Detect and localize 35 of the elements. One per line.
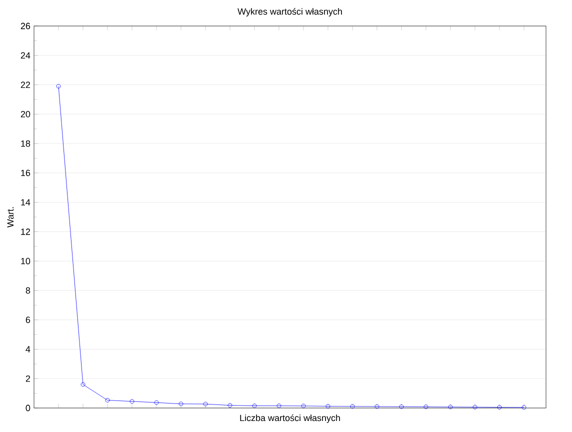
y-tick-label: 12 [21,228,30,235]
point [154,400,159,405]
chart-title: Wykres wartości własnych [238,8,342,16]
x-axis-title: Liczba wartości własnych [240,414,340,423]
point [80,382,86,387]
y-tick-label: 4 [26,346,30,352]
point [350,404,355,409]
point [399,404,404,409]
point [301,404,306,408]
point [326,404,330,408]
point [448,404,453,410]
point [424,404,428,410]
point [130,399,134,404]
point [178,402,184,406]
y-tick-label: 10 [21,258,30,264]
point [497,405,502,410]
y-tick-label: 18 [21,140,30,147]
y-tick-label: 26 [20,22,30,30]
y-tick-label: 6 [26,316,30,324]
y-tick-label: 20 [20,110,30,118]
point [105,398,110,402]
y-tick-label: 16 [21,170,30,176]
point [252,404,257,408]
point [472,404,478,410]
y-tick-label: 2 [26,375,30,382]
y-tick-label: 14 [21,199,30,206]
point [374,404,380,409]
y-tick-label: 24 [20,52,30,59]
point [228,403,232,408]
y-tick-label: 0 [26,404,30,412]
point [276,404,282,408]
point [203,402,208,406]
y-axis-title: Wart. [7,207,14,228]
y-tick-label: 8 [26,287,30,294]
y-tick-label: 22 [20,82,30,88]
